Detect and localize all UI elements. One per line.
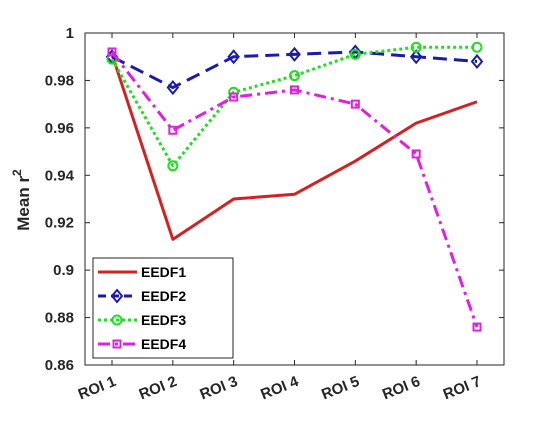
data-point-eedf4 (411, 149, 421, 159)
y-axis-label-text: Mean r (14, 176, 33, 231)
data-point-eedf2 (470, 53, 484, 70)
series-line-eedf4 (110, 51, 479, 328)
data-point-eedf4 (168, 125, 178, 135)
x-tick-label: ROI 7 (441, 373, 484, 403)
data-point-eedf3 (167, 160, 179, 172)
legend-marker-eedf3 (111, 314, 123, 326)
data-point-eedf2 (288, 46, 301, 62)
y-tick-label: 0.94 (45, 167, 75, 184)
data-point-eedf3 (289, 70, 300, 82)
x-tick-label: ROI 2 (137, 373, 180, 403)
series-layer (105, 41, 484, 332)
legend-marker-eedf4 (112, 339, 122, 349)
series-eedf4 (107, 47, 482, 332)
data-point-eedf4 (472, 322, 482, 332)
data-point-eedf2 (227, 49, 240, 65)
y-tick-label: 0.96 (45, 120, 74, 137)
legend-label-eedf4: EEDF4 (141, 336, 186, 352)
y-tick-label: 0.98 (45, 72, 74, 89)
x-tick-label: ROI 3 (197, 373, 240, 403)
y-axis-label-superscript: 2 (10, 169, 24, 176)
data-point-eedf2 (166, 79, 180, 96)
y-tick-label: 0.9 (53, 262, 74, 279)
x-tick-label: ROI 6 (380, 373, 423, 403)
series-line-eedf2 (111, 50, 478, 90)
y-tick-label: 0.92 (45, 215, 74, 232)
legend-item-eedf4: EEDF4 (98, 336, 186, 352)
legend-label-eedf1: EEDF1 (141, 264, 186, 280)
series-line-eedf3 (110, 45, 477, 168)
data-point-eedf4 (350, 99, 360, 109)
y-tick-label: 1 (66, 25, 74, 42)
data-point-eedf4 (229, 92, 239, 102)
data-point-eedf4 (107, 47, 117, 57)
y-tick-label: 0.88 (45, 310, 74, 327)
data-point-eedf3 (471, 41, 483, 53)
x-tick-label: ROI 5 (319, 373, 362, 403)
legend: EEDF1 EEDF2 EEDF3 EEDF4 (92, 257, 234, 359)
data-point-eedf4 (290, 85, 299, 95)
x-tick-label: ROI 1 (76, 373, 119, 403)
legend-item-eedf3: EEDF3 (98, 312, 186, 328)
legend-marker-eedf2 (110, 288, 124, 304)
x-tick-label: ROI 4 (258, 373, 301, 404)
legend-label-eedf3: EEDF3 (141, 312, 186, 328)
legend-label-eedf2: EEDF2 (141, 288, 186, 304)
y-tick-label: 0.86 (45, 357, 74, 374)
series-line-eedf1 (110, 53, 478, 241)
data-point-eedf2 (409, 49, 423, 65)
legend-item-eedf2: EEDF2 (98, 288, 186, 304)
data-point-eedf3 (349, 48, 361, 60)
series-eedf1 (110, 53, 478, 241)
legend-item-eedf1: EEDF1 (98, 264, 186, 280)
data-point-eedf3 (410, 41, 422, 53)
y-axis-label: Mean r2 (10, 169, 33, 231)
